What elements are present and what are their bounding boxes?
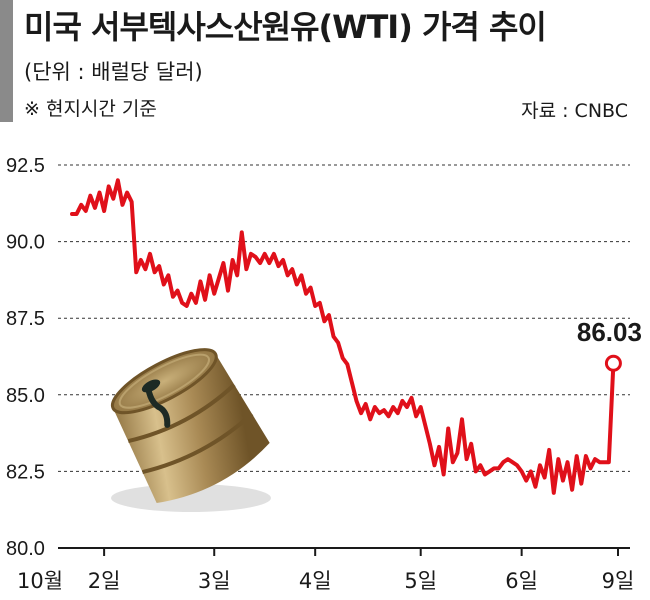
x-tick-label: 10월 <box>17 569 63 593</box>
y-tick-label: 92.5 <box>6 155 45 177</box>
timezone-note: ※ 현지시간 기준 <box>24 98 157 120</box>
title-accent-bar <box>0 0 13 122</box>
wti-price-line <box>70 178 616 495</box>
y-tick-label: 90.0 <box>6 232 45 254</box>
x-tick-label: 4일 <box>299 569 332 593</box>
last-point-marker <box>604 354 622 372</box>
y-tick-label: 82.5 <box>6 461 45 483</box>
x-tick-label: 2일 <box>88 569 121 593</box>
x-tick-label: 3일 <box>198 569 231 593</box>
x-tick-label: 9일 <box>602 569 635 593</box>
y-tick-label: 85.0 <box>6 385 45 407</box>
source-label: 자료 : CNBC <box>521 100 628 122</box>
x-tick-label: 6일 <box>505 569 538 593</box>
chart-title: 미국 서부텍사스산원유(WTI) 가격 추이 <box>24 8 547 46</box>
y-tick-label: 87.5 <box>6 308 45 330</box>
unit-note: (단위 : 배럴당 달러) <box>24 60 203 84</box>
oil-barrel-icon <box>110 348 271 512</box>
last-value-label: 86.03 <box>577 317 642 347</box>
x-tick-label: 5일 <box>404 569 437 593</box>
y-tick-label: 80.0 <box>6 538 45 560</box>
